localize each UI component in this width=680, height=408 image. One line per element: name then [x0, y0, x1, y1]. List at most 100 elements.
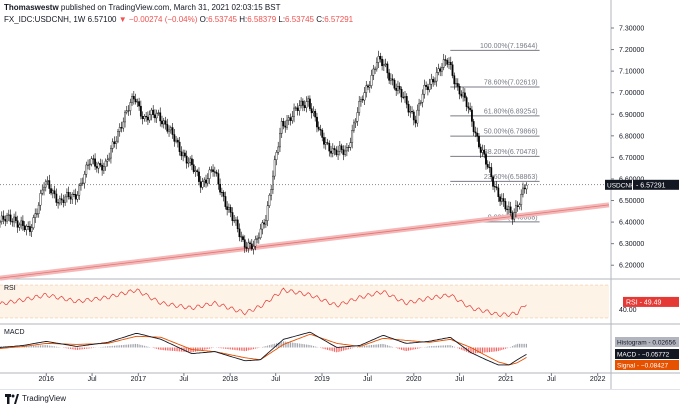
candle-body: [305, 101, 308, 109]
candle-body: [23, 225, 26, 231]
candle-body: [259, 228, 262, 239]
candle-body: [37, 204, 40, 214]
close-label: C:: [316, 15, 325, 24]
candle-body: [367, 85, 369, 88]
candle-body: [448, 61, 450, 65]
candle-body: [266, 205, 269, 221]
candle-body: [354, 121, 357, 124]
candle-body: [87, 164, 89, 166]
candle-body: [2, 215, 5, 220]
fib-level-label: 50.00%(6.79866): [484, 129, 538, 136]
candle-body: [127, 110, 130, 112]
candle-body: [289, 117, 292, 121]
low-label: L:: [278, 15, 286, 24]
y-tick-label: 7.20000: [619, 47, 644, 54]
last-price: 6.57100: [87, 15, 117, 24]
candle-body: [419, 101, 422, 104]
candle-body: [323, 137, 325, 145]
candle-body: [57, 202, 60, 204]
x-tick-label: 2016: [38, 376, 54, 383]
candle-body: [404, 96, 406, 98]
candle-body: [441, 67, 443, 72]
candle-body: [314, 111, 317, 118]
candle-body: [502, 198, 505, 202]
candle-body: [379, 56, 382, 60]
candle-body: [136, 101, 139, 103]
x-tick-label: 2020: [406, 376, 422, 383]
candle-body: [360, 99, 362, 102]
candle-body: [147, 116, 149, 121]
candle-body: [402, 96, 405, 98]
candle-body: [224, 196, 227, 207]
candle-body: [356, 112, 359, 122]
candle-body: [141, 116, 144, 120]
chart-area[interactable]: 6.200006.300006.400006.500006.600006.700…: [0, 0, 680, 389]
candle-body: [381, 58, 384, 67]
x-tick-label: 2018: [222, 376, 238, 383]
candle-body: [523, 187, 526, 190]
candle-body: [60, 198, 63, 201]
candle-body: [372, 68, 375, 76]
x-tick-label: 2017: [131, 376, 147, 383]
candle-body: [481, 149, 484, 153]
candle-body: [191, 158, 193, 165]
candle-body: [99, 163, 102, 166]
candle-body: [243, 239, 246, 248]
candle-body: [125, 110, 128, 113]
candle-body: [148, 114, 151, 121]
candle-body: [298, 105, 301, 111]
author-name[interactable]: Thomaswestw: [4, 3, 59, 12]
candle-body: [317, 126, 320, 130]
brand-name[interactable]: TradingView: [22, 394, 67, 403]
candle-body: [161, 120, 163, 125]
candle-body: [344, 150, 347, 155]
candle-body: [405, 96, 408, 105]
candle-body: [353, 122, 355, 131]
candle-body: [270, 189, 273, 196]
candle-body: [520, 193, 523, 205]
candle-body: [196, 170, 199, 173]
candle-body: [217, 173, 220, 185]
candle-body: [428, 83, 431, 90]
candle-body: [182, 152, 185, 157]
rsi-line: [0, 287, 527, 318]
candle-body: [41, 189, 44, 194]
candle-body: [351, 130, 354, 143]
candle-body: [316, 116, 318, 128]
candle-body: [154, 114, 156, 119]
candle-body: [233, 220, 236, 222]
candle-body: [189, 158, 192, 163]
histogram-value-label: Histogram - 0.02656: [617, 340, 676, 347]
candle-body: [222, 192, 225, 197]
candle-body: [139, 105, 142, 117]
price-change: ▼ −0.00274 (−0.04%): [118, 15, 198, 24]
candle-body: [171, 127, 174, 135]
last-symbol-tag: [605, 179, 632, 190]
candle-body: [273, 159, 276, 177]
candle-body: [515, 205, 517, 213]
candle-body: [44, 181, 47, 188]
candle-body: [300, 100, 303, 106]
candle-body: [67, 191, 70, 197]
candle-body: [328, 143, 331, 152]
candle-body: [238, 228, 241, 238]
fib-level-label: 23.60%(6.58863): [484, 174, 538, 181]
candle-body: [483, 149, 486, 155]
candle-body: [104, 160, 107, 167]
candle-body: [249, 242, 251, 245]
candle-body: [444, 59, 447, 61]
candle-body: [504, 201, 507, 210]
candle-body: [150, 109, 153, 116]
candle-body: [518, 204, 521, 207]
x-tick-label: Jul: [88, 376, 97, 383]
high-value: 6.58379: [247, 15, 277, 24]
candle-body: [280, 121, 283, 134]
candle-body: [9, 214, 12, 222]
candle-body: [117, 131, 119, 142]
candle-body: [455, 83, 457, 85]
candle-body: [347, 147, 350, 149]
candle-body: [272, 175, 274, 190]
candle-body: [32, 217, 35, 229]
candle-body: [465, 97, 468, 107]
candle-body: [228, 207, 230, 210]
